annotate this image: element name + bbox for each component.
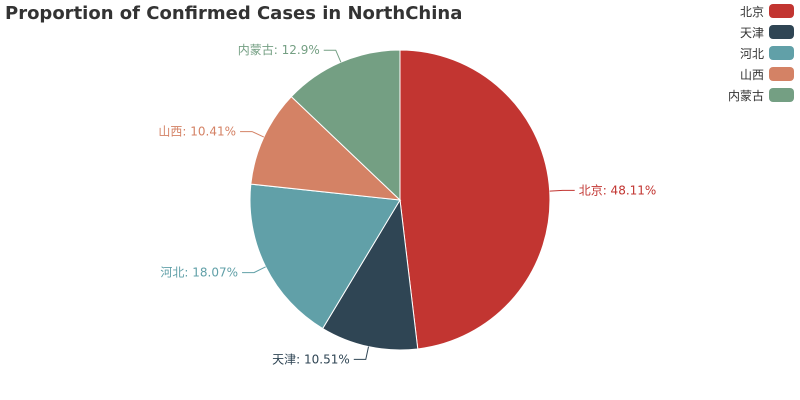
legend-label: 天津 — [739, 25, 764, 40]
legend-item-shanxi[interactable]: 山西 — [728, 67, 794, 82]
legend-item-beijing[interactable]: 北京 — [728, 4, 794, 19]
data-label-shanxi: 山西: 10.41% — [158, 125, 236, 139]
legend-swatch — [769, 67, 794, 81]
data-label-beijing: 北京: 48.11% — [579, 183, 657, 197]
legend-label: 河北 — [739, 46, 764, 61]
label-leader-line — [242, 266, 266, 274]
label-leader-line — [549, 189, 575, 192]
legend-swatch — [769, 88, 794, 102]
pie-slice-tianjin[interactable] — [321, 198, 419, 351]
legend-label: 山西 — [739, 67, 764, 82]
legend: 北京 天津 河北 山西 内蒙古 — [727, 4, 794, 103]
pie-slice-beijing[interactable] — [399, 49, 551, 350]
legend-swatch — [769, 4, 794, 18]
label-leader-line — [353, 346, 370, 360]
data-label-hebei: 河北: 18.07% — [160, 266, 238, 280]
legend-item-hebei[interactable]: 河北 — [728, 46, 794, 61]
chart-title: Proportion of Confirmed Cases in NorthCh… — [5, 3, 463, 24]
legend-item-tianjin[interactable]: 天津 — [728, 25, 794, 40]
pie-slice-hebei[interactable] — [249, 183, 401, 330]
data-label-tianjin: 天津: 10.51% — [272, 352, 350, 366]
legend-swatch — [769, 46, 794, 60]
label-leader-line — [323, 49, 342, 63]
legend-label: 北京 — [739, 4, 764, 19]
legend-item-inner-mongolia[interactable]: 内蒙古 — [727, 88, 794, 103]
legend-label: 内蒙古 — [727, 88, 764, 103]
data-label-inner-mongolia: 内蒙古: 12.9% — [238, 42, 320, 57]
legend-swatch — [769, 25, 794, 39]
label-leader-line — [240, 131, 265, 138]
